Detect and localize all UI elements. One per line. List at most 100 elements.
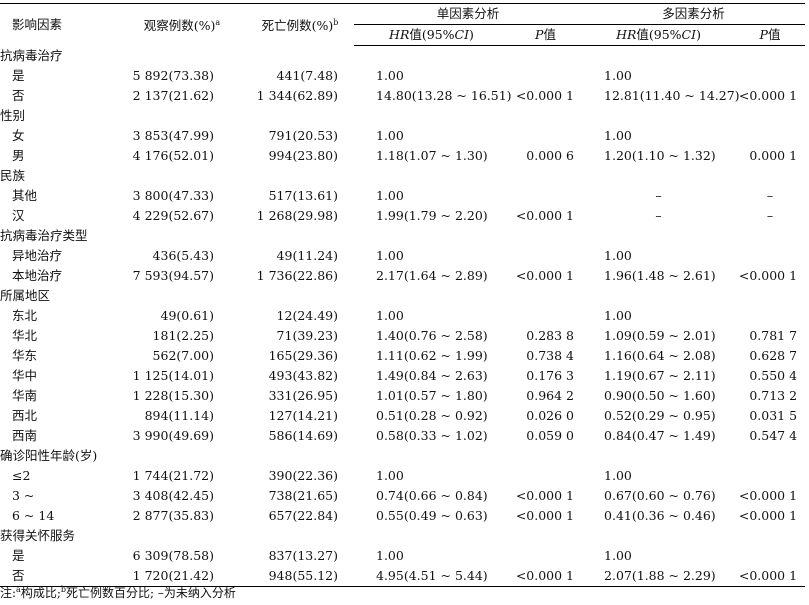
empty-cell xyxy=(582,46,735,66)
observed-cell: 5 892(73.38) xyxy=(132,68,214,83)
empty-cell xyxy=(509,46,582,66)
hr-univariate-cell: 1.01(0.57 ~ 1.80) xyxy=(376,388,488,403)
category-label: 性别 xyxy=(0,108,26,123)
empty-cell xyxy=(582,526,735,546)
empty-cell xyxy=(246,446,354,466)
hr-multivariate-cell: – xyxy=(655,208,662,223)
p-univariate-cell: 0.176 3 xyxy=(526,368,575,383)
hr-univariate-cell: 0.58(0.33 ~ 1.02) xyxy=(376,428,488,443)
p-multivariate-cell: 0.550 4 xyxy=(749,368,798,383)
hr-univariate-cell: 14.80(13.28 ~ 16.51) xyxy=(376,88,512,103)
hr-univariate-cell: 0.55(0.49 ~ 0.63) xyxy=(376,508,488,523)
hr-multivariate-cell: 0.84(0.47 ~ 1.49) xyxy=(604,428,716,443)
p-univariate-cell xyxy=(509,66,582,86)
deaths-cell: 331(26.95) xyxy=(268,388,338,403)
p-multivariate-cell: <0.000 1 xyxy=(738,88,798,103)
table-row: 华南 1 228(15.30) 331(26.95) 1.01(0.57 ~ 1.80… xyxy=(0,386,805,406)
factor-cell: 汉 xyxy=(12,208,25,223)
table-body: 抗病毒治疗是 5 892(73.38) 441(7.48) 1.00 1.00 否 2 13… xyxy=(0,46,806,587)
observed-cell: 1 720(21.42) xyxy=(118,566,246,587)
empty-cell xyxy=(354,226,509,246)
deaths-cell: 837(13.27) xyxy=(268,548,338,563)
empty-cell xyxy=(582,286,735,306)
category-row: 抗病毒治疗 xyxy=(0,46,805,66)
factor-cell: 3 ~ xyxy=(12,488,35,503)
deaths-cell: 165(29.36) xyxy=(268,348,338,363)
empty-cell xyxy=(582,166,735,186)
empty-cell xyxy=(354,526,509,546)
hr-univariate-cell: 1.00 xyxy=(376,188,404,203)
p-multivariate-cell: <0.000 1 xyxy=(735,566,806,587)
hr-multivariate-cell: 1.00 xyxy=(604,68,632,83)
table-row: 异地治疗 436(5.43) 49(11.24) 1.00 1.00 xyxy=(0,246,805,266)
hr-multivariate-cell: 1.00 xyxy=(604,248,632,263)
empty-cell xyxy=(118,166,246,186)
p-univariate-cell: 0.964 2 xyxy=(526,388,575,403)
p-univariate-cell: <0.000 1 xyxy=(515,88,575,103)
category-row: 获得关怀服务 xyxy=(0,526,805,546)
empty-cell xyxy=(735,226,805,246)
table-row: 否 2 137(21.62) 1 344(62.89) 14.80(13.28 ~ 1… xyxy=(0,86,805,106)
p-multivariate-cell xyxy=(735,306,805,326)
deaths-cell: 390(22.36) xyxy=(268,468,338,483)
p-univariate-cell: <0.000 1 xyxy=(515,268,575,283)
empty-cell xyxy=(509,166,582,186)
deaths-cell: 791(20.53) xyxy=(268,128,338,143)
category-row: 民族 xyxy=(0,166,805,186)
table-header: 影响因素 观察例数(%)a 死亡例数(%)b 单因素分析 多因素分析 HR值(9… xyxy=(0,3,806,46)
footnote: 注:a构成比;b死亡例数百分比; –为未纳入分析 xyxy=(0,585,236,600)
empty-cell xyxy=(118,106,246,126)
hr-multivariate-cell: 1.20(1.10 ~ 1.32) xyxy=(604,148,716,163)
category-label: 抗病毒治疗 xyxy=(0,48,63,63)
empty-cell xyxy=(118,526,246,546)
factor-cell: 本地治疗 xyxy=(12,268,63,283)
factor-cell: 6 ~ 14 xyxy=(12,508,55,523)
observed-cell: 562(7.00) xyxy=(152,348,214,363)
hr-multivariate-cell: 1.09(0.59 ~ 2.01) xyxy=(604,328,716,343)
table-row: 3 ~ 3 408(42.45) 738(21.65) 0.74(0.66 ~ 0.8… xyxy=(0,486,805,506)
observed-cell: 3 408(42.45) xyxy=(132,488,214,503)
p-univariate-cell: 0.026 0 xyxy=(526,408,575,423)
category-label: 获得关怀服务 xyxy=(0,528,76,543)
observed-cell: 3 990(49.69) xyxy=(132,428,214,443)
table-row: 6 ~ 14 2 877(35.83) 657(22.84) 0.55(0.49 ~ … xyxy=(0,506,805,526)
header-factor: 影响因素 xyxy=(0,3,118,46)
p-multivariate-cell: 0.781 7 xyxy=(749,328,798,343)
hr-univariate-cell: 1.00 xyxy=(376,308,404,323)
deaths-cell: 1 344(62.89) xyxy=(256,88,338,103)
empty-cell xyxy=(735,166,805,186)
deaths-cell: 657(22.84) xyxy=(268,508,338,523)
p-multivariate-cell: 0.000 1 xyxy=(749,148,798,163)
observed-cell: 7 593(94.57) xyxy=(132,268,214,283)
hr-univariate-cell: 1.99(1.79 ~ 2.20) xyxy=(376,208,488,223)
table-row: 本地治疗 7 593(94.57) 1 736(22.86) 2.17(1.64 ~ … xyxy=(0,266,805,286)
observed-cell: 3 853(47.99) xyxy=(132,128,214,143)
empty-cell xyxy=(246,46,354,66)
hr-univariate-cell: 1.18(1.07 ~ 1.30) xyxy=(376,148,488,163)
header-hr-univariate: HR值(95%CI) xyxy=(354,24,509,46)
hr-multivariate-cell: 12.81(11.40 ~ 14.27) xyxy=(604,88,740,103)
table-row: 汉 4 229(52.67) 1 268(29.98) 1.99(1.79 ~ 2.2… xyxy=(0,206,805,226)
empty-cell xyxy=(354,106,509,126)
p-univariate-cell: 0.000 6 xyxy=(526,148,575,163)
factor-cell: 男 xyxy=(12,148,25,163)
factor-cell: 异地治疗 xyxy=(12,248,63,263)
p-univariate-cell: <0.000 1 xyxy=(515,488,575,503)
p-multivariate-cell: 0.547 4 xyxy=(749,428,798,443)
factor-cell: 华南 xyxy=(12,388,38,403)
header-deaths: 死亡例数(%)b xyxy=(246,3,354,46)
hr-multivariate-cell: 0.52(0.29 ~ 0.95) xyxy=(604,408,716,423)
table-row: 是 5 892(73.38) 441(7.48) 1.00 1.00 xyxy=(0,66,805,86)
empty-cell xyxy=(735,46,805,66)
hr-multivariate-cell: 1.00 xyxy=(604,128,632,143)
empty-cell xyxy=(118,286,246,306)
empty-cell xyxy=(509,526,582,546)
empty-cell xyxy=(735,106,805,126)
hr-multivariate-cell: 2.07(1.88 ~ 2.29) xyxy=(582,566,736,587)
p-multivariate-cell xyxy=(735,66,805,86)
category-row: 所属地区 xyxy=(0,286,805,306)
empty-cell xyxy=(246,526,354,546)
factor-cell: 华北 xyxy=(12,328,38,343)
observed-cell: 2 137(21.62) xyxy=(132,88,214,103)
p-multivariate-cell: – xyxy=(766,208,774,223)
